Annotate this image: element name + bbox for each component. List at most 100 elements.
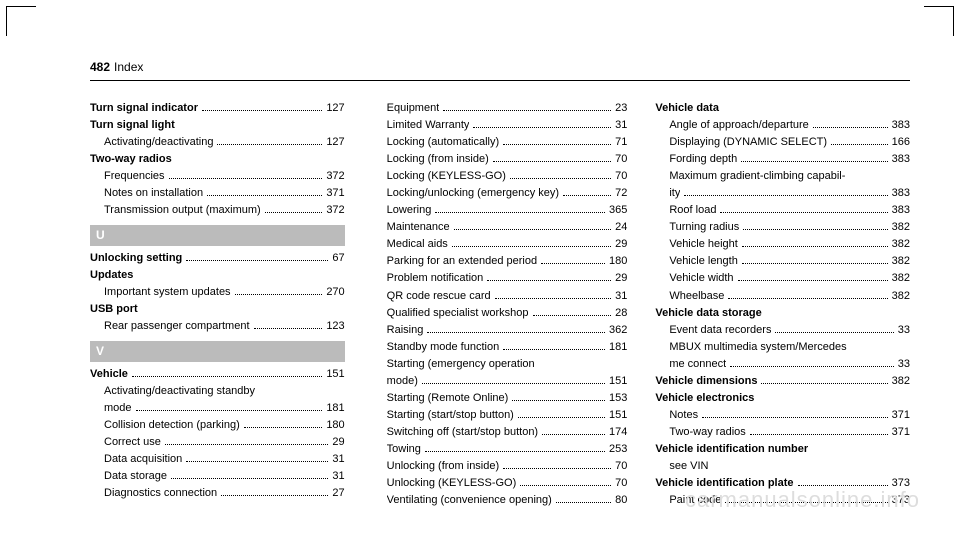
index-entry-label: Starting (Remote Online) xyxy=(387,390,509,407)
index-entry-leader xyxy=(742,263,888,264)
index-entry-page: 33 xyxy=(898,356,910,373)
index-entry-label: Frequencies xyxy=(104,168,165,185)
index-entry: Notes on installation371 xyxy=(90,185,345,202)
index-entry: Vehicle height382 xyxy=(655,236,910,253)
index-entry: Turning radius382 xyxy=(655,219,910,236)
index-entry-leader xyxy=(217,144,322,145)
index-entry: mode181 xyxy=(90,400,345,417)
index-entry: ity383 xyxy=(655,185,910,202)
index-entry-page: 31 xyxy=(615,117,627,134)
index-entry-label: Roof load xyxy=(669,202,716,219)
index-entry-page: 181 xyxy=(326,400,344,417)
index-entry-label: Data acquisition xyxy=(104,451,182,468)
index-heading: Vehicle electronics xyxy=(655,390,910,407)
index-entry-page: 371 xyxy=(326,185,344,202)
index-entry-label: Locking (automatically) xyxy=(387,134,500,151)
index-entry-leader xyxy=(186,461,328,462)
index-entry-leader xyxy=(495,298,611,299)
index-entry-page: 174 xyxy=(609,424,627,441)
index-entry-page: 362 xyxy=(609,322,627,339)
index-entry-leader xyxy=(443,110,611,111)
index-entry-leader xyxy=(427,332,605,333)
index-entry-page: 70 xyxy=(615,151,627,168)
index-entry-page: 372 xyxy=(326,168,344,185)
index-entry-page: 28 xyxy=(615,305,627,322)
index-entry-page: 80 xyxy=(615,492,627,509)
index-entry: Wheelbase382 xyxy=(655,288,910,305)
index-entry-leader xyxy=(512,400,605,401)
index-entry-leader xyxy=(742,246,888,247)
index-entry: Fording depth383 xyxy=(655,151,910,168)
index-entry-page: 23 xyxy=(615,100,627,117)
index-entry-label: Parking for an extended period xyxy=(387,253,537,270)
index-entry: Standby mode function181 xyxy=(373,339,628,356)
index-entry-page: 382 xyxy=(892,219,910,236)
index-entry-leader xyxy=(510,178,611,179)
index-entry: Raising 362 xyxy=(373,322,628,339)
index-entry-page: 127 xyxy=(326,134,344,151)
index-entry-label: me connect xyxy=(669,356,726,373)
index-entry-page: 383 xyxy=(892,151,910,168)
index-entry-label: Notes xyxy=(669,407,698,424)
index-entry-leader xyxy=(493,161,611,162)
index-entry-label: Vehicle dimensions xyxy=(655,373,757,390)
index-entry-leader xyxy=(743,229,887,230)
index-entry-page: 253 xyxy=(609,441,627,458)
index-entry: Important system updates270 xyxy=(90,284,345,301)
index-entry-leader xyxy=(487,280,611,281)
index-entry-leader xyxy=(207,195,322,196)
index-entry-label: Vehicle xyxy=(90,366,128,383)
index-entry: Vehicle151 xyxy=(90,366,345,383)
index-entry-leader xyxy=(503,144,611,145)
index-entry-label: QR code rescue card xyxy=(387,288,491,305)
index-entry-leader xyxy=(518,417,605,418)
index-entry-leader xyxy=(452,246,611,247)
index-letter: U xyxy=(90,225,345,246)
index-entry: Unlocking (KEYLESS-GO)70 xyxy=(373,475,628,492)
index-entry-continued: MBUX multimedia system/Mercedes xyxy=(655,339,910,356)
index-entry: Event data recorders33 xyxy=(655,322,910,339)
index-entry-leader xyxy=(454,229,611,230)
index-entry-label: Transmission output (maximum) xyxy=(104,202,261,219)
index-entry: Correct use29 xyxy=(90,434,345,451)
index-heading: Vehicle data storage xyxy=(655,305,910,322)
index-entry: Locking/unlocking (emergency key)72 xyxy=(373,185,628,202)
index-entry-label: Wheelbase xyxy=(669,288,724,305)
index-entry-leader xyxy=(730,366,894,367)
index-entry-label: Event data recorders xyxy=(669,322,771,339)
index-entry-page: 31 xyxy=(615,288,627,305)
index-entry: Towing253 xyxy=(373,441,628,458)
index-entry-leader xyxy=(702,417,888,418)
index-entry-leader xyxy=(244,427,323,428)
index-entry: Lowering365 xyxy=(373,202,628,219)
index-entry-leader xyxy=(221,495,328,496)
index-entry-leader xyxy=(720,212,887,213)
index-entry-continued: Maximum gradient-climbing capabil- xyxy=(655,168,910,185)
index-entry-label: Vehicle length xyxy=(669,253,738,270)
index-entry-leader xyxy=(750,434,888,435)
index-entry-label: Rear passenger compartment xyxy=(104,318,250,335)
index-entry-page: 24 xyxy=(615,219,627,236)
index-heading: Updates xyxy=(90,267,345,284)
index-entry-label: Ventilating (convenience opening) xyxy=(387,492,552,509)
index-entry-page: 31 xyxy=(332,468,344,485)
index-entry-leader xyxy=(761,383,887,384)
index-entry-leader xyxy=(542,434,605,435)
index-entry: Parking for an extended period180 xyxy=(373,253,628,270)
index-entry-leader xyxy=(684,195,887,196)
index-letter: V xyxy=(90,341,345,362)
index-entry-label: Locking (from inside) xyxy=(387,151,489,168)
index-entry-page: 31 xyxy=(332,451,344,468)
index-column-3: Vehicle dataAngle of approach/departure3… xyxy=(655,100,910,509)
index-entry-label: Standby mode function xyxy=(387,339,500,356)
index-entry: Ventilating (convenience opening) 80 xyxy=(373,492,628,509)
index-column-1: Turn signal indicator127Turn signal ligh… xyxy=(90,100,345,509)
index-entry-leader xyxy=(169,178,323,179)
index-entry-label: Diagnostics connection xyxy=(104,485,217,502)
index-entry-label: Collision detection (parking) xyxy=(104,417,240,434)
index-entry-label: Angle of approach/departure xyxy=(669,117,808,134)
index-entry-leader xyxy=(798,485,888,486)
index-entry-leader xyxy=(254,328,323,329)
index-entry-page: 372 xyxy=(326,202,344,219)
index-entry-label: Raising xyxy=(387,322,424,339)
